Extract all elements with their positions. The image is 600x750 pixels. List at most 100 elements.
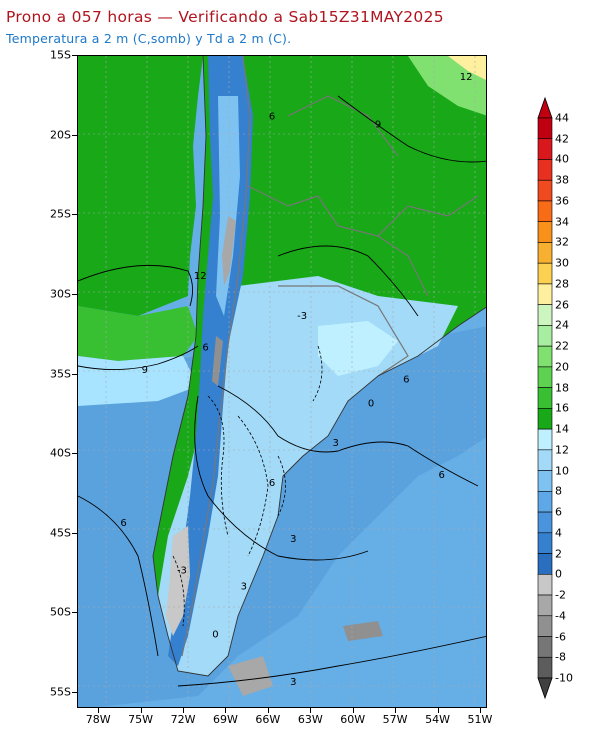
colorbar-swatch [537,656,553,679]
contour-label: 0 [368,398,374,409]
patagonia-ice [166,526,190,636]
andes-altiplano [216,96,240,316]
lon-tick-label: 63W [297,713,323,726]
lon-tick [479,708,481,713]
lat-tick [72,453,77,455]
colorbar-label: 22 [555,339,569,353]
lat-tick [72,293,77,295]
map-panel: 12 9 6 12 6 9 -3 6 0 3 6 6 3 6 3 0 3 -3 [77,55,487,708]
lon-tick [310,708,312,713]
colorbar-swatch [537,408,553,430]
colorbar-swatch [537,179,553,202]
contour-label: 6 [403,375,409,386]
ocean-cool-band [78,356,198,406]
colorbar-label: 38 [555,173,569,187]
lat-tick [72,55,77,56]
lon-tick-label: 78W [85,713,111,726]
lon-tick [225,708,227,713]
chart-subtitle: Temperatura a 2 m (C,somb) y Td a 2 m (C… [6,31,292,46]
lat-tick [72,692,77,694]
colorbar-label: 30 [555,256,569,270]
ocean-warm-mid [78,306,198,361]
colorbar-label: 28 [555,277,569,291]
contour-label: -3 [297,311,307,322]
lon-tick [395,708,397,713]
lat-tick-label: 25S [50,207,71,221]
lon-tick-label: 51W [467,713,493,726]
chart-title: Prono a 057 horas — Verificando a Sab15Z… [6,8,444,26]
contour-label: 9 [375,120,381,131]
lon-tick [98,708,100,713]
contour-label-layer: 12 9 6 12 6 9 -3 6 0 3 6 6 3 6 3 0 3 -3 [120,72,472,688]
lon-tick-label: 69W [213,713,238,726]
colorbar-label: 40 [555,152,569,166]
contour-label: 12 [194,271,207,282]
lat-tick [72,134,77,136]
colorbar-swatch [537,594,553,617]
colorbar [537,96,553,700]
graticule [78,56,486,707]
lat-tick [72,612,77,614]
colorbar-label: 18 [555,381,569,395]
colorbar-swatch [537,262,553,285]
colorbar-swatch [537,428,553,451]
colorbar-swatch [537,242,553,264]
lat-tick-label: 55S [50,685,71,699]
lat-tick [72,532,77,534]
colorbar-label: 44 [555,111,569,125]
lon-tick-label: 54W [425,713,450,726]
colorbar-label: 16 [555,401,569,415]
malvinas-islands [343,621,383,641]
colorbar-label: 8 [555,484,562,498]
lon-tick-label: 66W [255,713,281,726]
lon-tick-label: 57W [382,713,408,726]
colorbar-swatch [537,117,553,140]
colorbar-label: -10 [555,671,573,685]
contour-label: 0 [212,629,218,640]
contour-label: 6 [439,470,445,481]
contour-label: 3 [290,677,296,688]
colorbar-label: 26 [555,298,569,312]
lat-tick [72,373,77,375]
colorbar-swatch [537,283,553,305]
lon-tick-label: 60W [340,713,366,726]
land-hot-ne [448,56,486,80]
colorbar-swatch [537,366,553,388]
ocean-warm-north [78,56,203,316]
colorbar-label: -6 [555,630,566,644]
colorbar-label: 36 [555,194,569,208]
colorbar-swatch [537,449,553,471]
lon-tick-label: 75W [128,713,154,726]
colorbar-label: -8 [555,650,566,664]
colorbar-label: 2 [555,547,562,561]
political-borders [181,56,479,657]
contour-label: 3 [290,534,296,545]
land-warm-ne [408,56,486,116]
colorbar-swatch [537,511,553,534]
contour-label: 12 [460,72,473,83]
colorbar-label: 20 [555,360,569,374]
colorbar-swatch [537,138,553,160]
contour-label: 6 [269,112,275,123]
colorbar-label: 10 [555,464,569,478]
colorbar-swatch [537,159,553,181]
colorbar-label: 32 [555,235,569,249]
contour-label: 3 [241,582,247,593]
colorbar-swatch [537,532,553,554]
lat-tick-label: 40S [50,446,71,460]
lon-tick [140,708,142,713]
colorbar-label: 12 [555,443,569,457]
land-cool-south [158,276,458,676]
lat-tick-label: 30S [50,287,71,301]
contour-label: 6 [269,478,275,489]
contour-label: 6 [120,518,126,529]
lon-tick [352,708,354,713]
colorbar-label: 6 [555,505,562,519]
contour-label: 9 [142,365,148,376]
colorbar-swatch [537,573,553,596]
colorbar-swatch [537,200,553,223]
colorbar-swatch [537,345,553,368]
colorbar-swatch [537,387,553,409]
colorbar-swatch [537,325,553,347]
lon-tick [267,708,269,713]
